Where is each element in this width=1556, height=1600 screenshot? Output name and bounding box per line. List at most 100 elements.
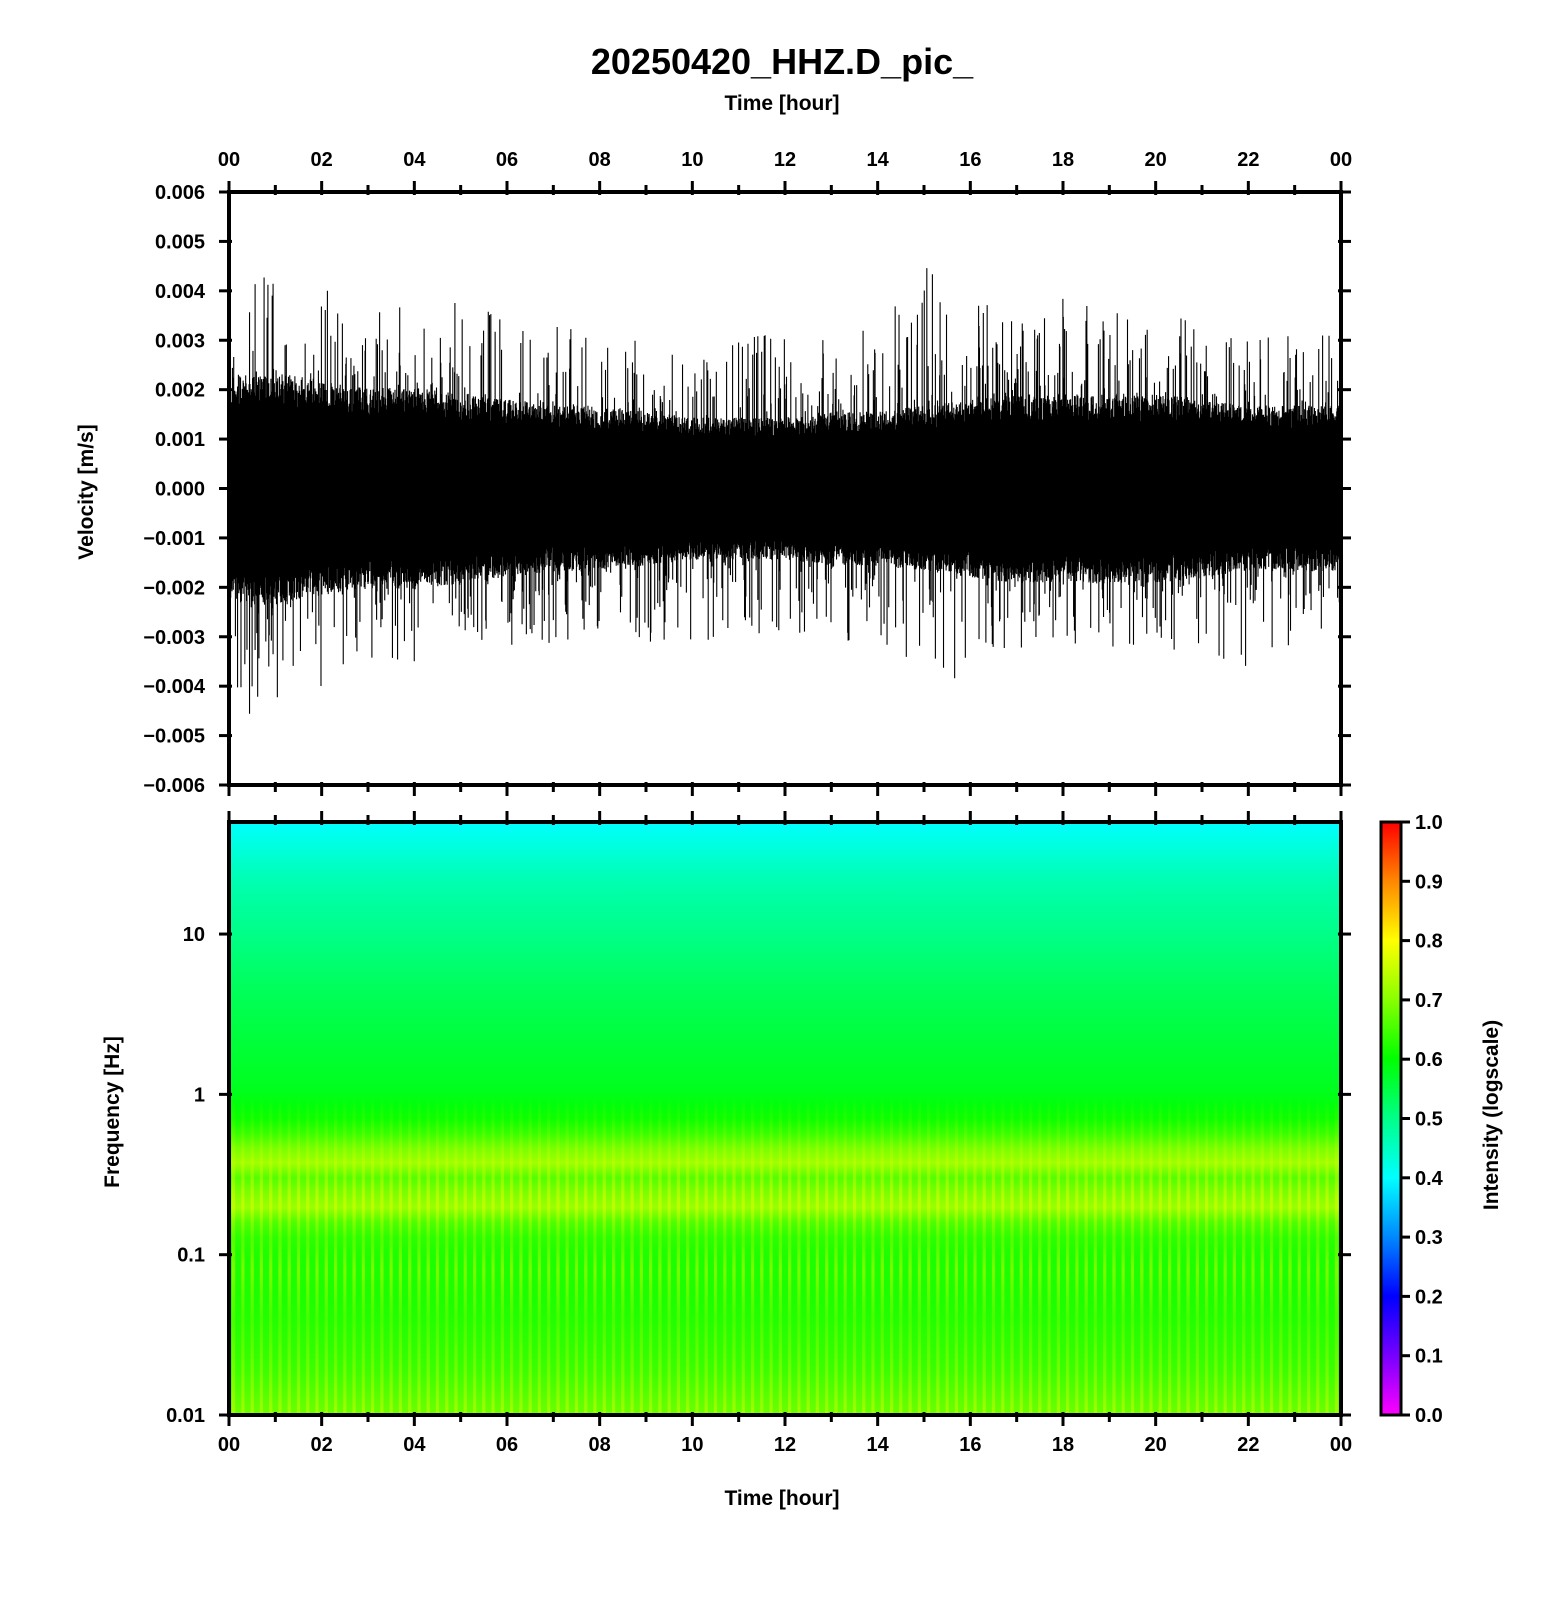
top-x-tick-label: 22: [1237, 149, 1259, 171]
spectrogram-band: [1029, 1094, 1033, 1415]
spectrogram-band: [352, 1094, 356, 1415]
spectrogram-band: [296, 1094, 301, 1415]
spectrogram-band: [584, 1094, 588, 1415]
spectrogram-band: [491, 1094, 495, 1415]
spectrogram-band: [713, 1094, 718, 1415]
spectrogram-band: [1056, 1094, 1060, 1415]
spectrogram-band: [1177, 1094, 1181, 1415]
spectrogram-band: [1260, 1094, 1264, 1415]
spectrogram-band: [769, 1094, 773, 1415]
colorbar: 1.0 0.9 0.8 0.7 0.6 0.5 0.4 0.3 0.2 0.1 0.0: [1379, 812, 1444, 1427]
spectrogram-band: [1279, 1094, 1283, 1415]
spectrogram-band: [676, 1094, 680, 1415]
colorbar-label: Intensity (logscale): [1480, 1020, 1503, 1210]
spectrogram-band: [1186, 1094, 1190, 1415]
spectrogram-band: [704, 1094, 708, 1415]
spectrogram-band: [593, 1094, 597, 1415]
bottom-x-tick-label: 08: [589, 1434, 611, 1456]
spectrogram-band: [1307, 1094, 1311, 1415]
spectrogram-band: [788, 1094, 792, 1415]
waveform-y-tick-label: 0.006: [155, 182, 205, 204]
spectrogram-band: [1297, 1094, 1301, 1415]
top-x-tick-label: 06: [496, 149, 518, 171]
spectrogram-band: [945, 1094, 949, 1415]
spectrogram-band: [1103, 1094, 1107, 1415]
top-x-tick-label: 00: [1330, 149, 1352, 171]
bottom-x-tick-label: 22: [1237, 1434, 1259, 1456]
spectrogram-band: [695, 1094, 699, 1415]
bottom-x-tick-label: 00: [1330, 1434, 1352, 1456]
spectrogram-band: [890, 1094, 894, 1415]
spectrogram-band: [1130, 1094, 1135, 1415]
spectrogram-band: [278, 1094, 282, 1415]
waveform-y-tick-label: 0.004: [155, 281, 206, 303]
spectrogram-band: [1269, 1094, 1274, 1415]
spectrogram-band: [565, 1094, 569, 1415]
top-x-tick-label: 10: [681, 149, 703, 171]
spectrogram-band: [1112, 1094, 1116, 1415]
top-x-axis-label: Time [hour]: [724, 92, 839, 115]
bottom-x-tick-label: 02: [311, 1434, 333, 1456]
spectrogram-band: [315, 1094, 319, 1415]
spectrogram-band: [445, 1094, 449, 1415]
spectrogram-band: [1232, 1094, 1236, 1415]
spectrogram-band: [398, 1094, 402, 1415]
spectrogram-band: [1158, 1094, 1162, 1415]
spectrogram-band: [612, 1094, 616, 1415]
spectrogram-y-tick-label: 1: [194, 1084, 205, 1106]
spectrogram-band: [991, 1094, 996, 1415]
colorbar-tick-label: 0.5: [1415, 1109, 1443, 1131]
top-x-tick-label: 14: [867, 149, 890, 171]
spectrogram-band: [954, 1094, 958, 1415]
colorbar-tick-label: 0.0: [1415, 1405, 1443, 1427]
spectrogram-y-axis-label: Frequency [Hz]: [101, 1036, 124, 1188]
waveform-y-tick-label: 0.001: [155, 429, 205, 451]
spectrogram-band: [426, 1094, 430, 1415]
spectrogram-image: [229, 822, 1341, 1415]
waveform-y-tick-label: −0.001: [143, 528, 205, 550]
top-x-tick-label: 18: [1052, 149, 1074, 171]
bottom-x-axis-label: Time [hour]: [724, 1487, 839, 1510]
spectrogram-band: [1288, 1094, 1292, 1415]
spectrogram-band: [1121, 1094, 1125, 1415]
top-x-tick-label: 16: [959, 149, 981, 171]
spectrogram-band: [630, 1094, 634, 1415]
spectrogram-band: [1168, 1094, 1172, 1415]
spectrogram-band: [287, 1094, 291, 1415]
spectrogram-band: [1251, 1094, 1255, 1415]
spectrogram-band: [500, 1094, 504, 1415]
spectrogram-band: [1205, 1094, 1209, 1415]
spectrogram-band: [259, 1094, 263, 1415]
spectrogram-y-tick-label: 0.01: [166, 1405, 205, 1427]
spectrogram-band: [1325, 1094, 1329, 1415]
spectrogram-band: [528, 1094, 532, 1415]
spectrogram-band: [880, 1094, 884, 1415]
spectrogram-band: [1223, 1094, 1227, 1415]
spectrogram-band: [371, 1094, 375, 1415]
waveform-y-tick-label: 0.000: [155, 479, 205, 501]
spectrogram-band: [537, 1094, 541, 1415]
spectrogram-band: [1149, 1094, 1153, 1415]
spectrogram-band: [723, 1094, 727, 1415]
spectrogram-band: [408, 1094, 412, 1415]
spectrogram-band: [1334, 1094, 1338, 1415]
spectrogram-band: [825, 1094, 829, 1415]
colorbar-tick-label: 0.2: [1415, 1286, 1443, 1308]
spectrogram-band: [917, 1094, 921, 1415]
spectrogram-band: [463, 1094, 467, 1415]
spectrogram-band: [834, 1094, 838, 1415]
spectrogram-band: [658, 1094, 662, 1415]
spectrogram-band: [1195, 1094, 1199, 1415]
spectrogram-band: [639, 1094, 643, 1415]
spectrogram-band: [1084, 1094, 1088, 1415]
waveform-y-tick-label: −0.002: [143, 577, 205, 599]
spectrogram-band: [732, 1094, 736, 1415]
spectrogram-band: [417, 1094, 421, 1415]
colorbar-tick-label: 0.3: [1415, 1227, 1443, 1249]
spectrogram-band: [815, 1094, 819, 1415]
spectrogram-band: [334, 1094, 338, 1415]
colorbar-tick-label: 1.0: [1415, 812, 1443, 834]
spectrogram-band: [547, 1094, 551, 1415]
waveform-y-tick-label: −0.003: [143, 627, 205, 649]
spectrogram-band: [1214, 1094, 1218, 1415]
